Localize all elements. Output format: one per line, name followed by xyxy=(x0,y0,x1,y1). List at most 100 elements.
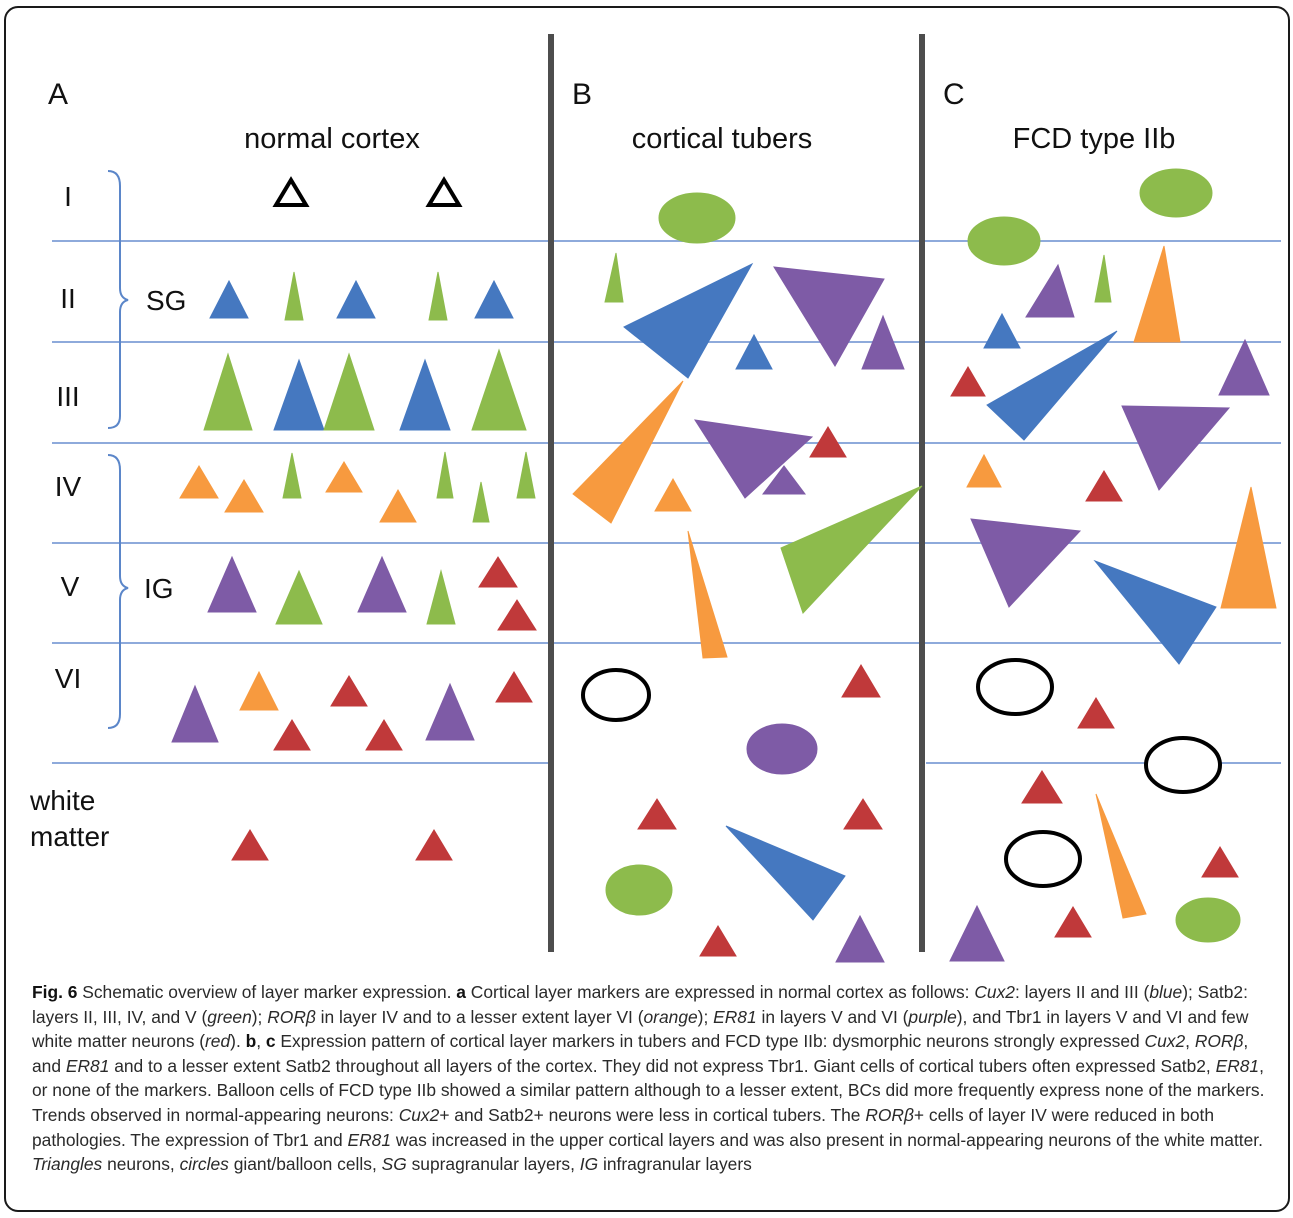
dysmorphic-neuron-cux2-triangle xyxy=(986,330,1118,441)
caption-segment: purple xyxy=(908,1006,957,1027)
caption-segment: neurons, xyxy=(102,1154,180,1175)
neuron-satb2-triangle xyxy=(428,271,448,321)
caption-segment: ER81 xyxy=(1215,1055,1260,1076)
caption-segment: ); Satb2: layers II, III, IV, and V ( xyxy=(32,982,1248,1027)
panel-a-letter: A xyxy=(48,78,68,111)
caption-segment: supragranular layers, xyxy=(406,1154,580,1175)
neuron-tbr1-triangle xyxy=(365,719,403,751)
neuron-cux2-triangle xyxy=(399,358,451,431)
caption-segment: RORβ xyxy=(865,1104,914,1125)
neuron-tbr1-triangle xyxy=(843,798,883,830)
caption-segment: blue xyxy=(1149,982,1183,1002)
neuron-satb2-triangle xyxy=(282,452,302,499)
dysmorphic-neuron-cux2-triangle xyxy=(1093,559,1217,665)
neuron-rorb-triangle xyxy=(239,670,279,711)
neuron-tbr1-triangle xyxy=(273,719,311,751)
neuron-satb2-triangle xyxy=(471,348,527,431)
white-matter-label-line2: matter xyxy=(30,821,109,852)
caption-segment: in layer IV and to a lesser extent layer… xyxy=(315,1006,644,1027)
caption-segment: + and Satb2+ neurons were less in cortic… xyxy=(439,1104,866,1125)
caption-segment: ER81 xyxy=(65,1055,110,1076)
caption-segment: a xyxy=(456,982,466,1002)
layer-label-i: I xyxy=(64,181,72,212)
neuron-satb2-triangle xyxy=(1094,254,1112,303)
caption-segment: Cux2 xyxy=(398,1104,440,1125)
panel-c-cells xyxy=(949,168,1277,962)
dysmorphic-neuron-rorb-triangle xyxy=(1095,793,1147,919)
neuron-satb2-triangle xyxy=(426,569,456,625)
balloon-cell-satb2-ellipse xyxy=(1139,168,1213,218)
caption-segment: , or none of the markers. Balloon cells … xyxy=(32,1055,1265,1125)
caption-segment: Triangles xyxy=(32,1154,103,1175)
caption-segment: red xyxy=(205,1031,231,1052)
dysmorphic-neuron-rorb-triangle xyxy=(572,380,684,524)
panel-b-title: cortical tubers xyxy=(632,123,813,155)
caption-segment: orange xyxy=(643,1006,698,1027)
neuron-er81-triangle xyxy=(207,555,257,613)
layer-marker-diagram: A normal cortex B cortical tubers C FCD … xyxy=(29,34,1281,963)
neuron-satb2-triangle xyxy=(275,569,323,625)
caption-segment: and to a lesser extent Satb2 throughout … xyxy=(109,1055,1216,1076)
neuron-unlabeled-triangle xyxy=(272,176,310,207)
giant-cell-unlabeled-ellipse xyxy=(581,668,651,722)
dysmorphic-neuron-er81-triangle xyxy=(970,518,1082,608)
neuron-satb2-triangle xyxy=(323,352,375,431)
panel-a-title: normal cortex xyxy=(244,123,420,155)
caption-segment: ); xyxy=(697,1006,714,1027)
sg-bracket xyxy=(107,170,129,429)
caption-segment: b xyxy=(245,1031,257,1052)
neuron-tbr1-triangle xyxy=(497,599,537,631)
sg-label: SG xyxy=(146,285,186,316)
caption-segment: c xyxy=(265,1031,276,1052)
dysmorphic-neuron-rorb-triangle xyxy=(687,530,728,659)
layer-label-ii: II xyxy=(60,283,76,314)
dysmorphic-neuron-cux2-triangle xyxy=(623,262,754,379)
giant-cell-satb2-ellipse xyxy=(658,192,736,244)
caption-segment: + cells of layer IV were reduced in both… xyxy=(32,1104,1215,1150)
neuron-tbr1-triangle xyxy=(495,671,533,703)
giant-cell-er81-ellipse xyxy=(746,723,818,775)
neuron-tbr1-triangle xyxy=(1054,906,1092,938)
neuron-cux2-triangle xyxy=(336,279,376,319)
neuron-er81-triangle xyxy=(425,682,475,741)
panel-dividers xyxy=(548,34,925,952)
panel-a-cells xyxy=(171,176,537,861)
neuron-tbr1-triangle xyxy=(699,925,737,957)
panel-b-cells xyxy=(572,192,923,963)
neuron-satb2-triangle xyxy=(436,451,454,499)
caption-segment: green xyxy=(207,1006,252,1027)
neuron-satb2-triangle xyxy=(472,481,490,523)
caption-segment: ), and Tbr1 in layers V and VI and few w… xyxy=(32,1006,1249,1052)
caption-segment: , xyxy=(256,1031,266,1052)
caption-segment: giant/balloon cells, xyxy=(228,1154,382,1175)
dysmorphic-neuron-cux2-triangle xyxy=(725,825,846,921)
neuron-rorb-triangle xyxy=(654,477,692,512)
balloon-cell-satb2-ellipse xyxy=(967,216,1041,266)
caption-segment: RORβ xyxy=(1194,1031,1244,1052)
caption-segment: IG xyxy=(579,1154,599,1175)
neuron-tbr1-triangle xyxy=(231,829,269,861)
balloon-cell-unlabeled-ellipse xyxy=(1144,736,1222,794)
neuron-er81-triangle xyxy=(1025,263,1075,318)
balloon-cell-unlabeled-ellipse xyxy=(976,658,1054,716)
neuron-tbr1-triangle xyxy=(950,366,986,397)
neuron-tbr1-triangle xyxy=(415,829,453,861)
dysmorphic-neuron-er81-triangle xyxy=(1121,405,1231,491)
caption-segment: Cux2 xyxy=(1144,1031,1186,1052)
panel-c-letter: C xyxy=(943,78,965,111)
neuron-tbr1-triangle xyxy=(1077,697,1115,729)
neuron-satb2-triangle xyxy=(203,352,253,431)
neuron-tbr1-triangle xyxy=(1021,770,1063,804)
caption-segment: Schematic overview of layer marker expre… xyxy=(77,982,457,1002)
layer-label-vi: VI xyxy=(55,663,81,694)
caption-segment: in layers V and VI ( xyxy=(756,1006,909,1027)
neuron-tbr1-triangle xyxy=(841,664,881,698)
caption-segment: Cortical layer markers are expressed in … xyxy=(465,982,975,1002)
caption-segment: ER81 xyxy=(713,1006,757,1027)
caption-segment: : layers II and III ( xyxy=(1014,982,1150,1002)
neuron-tbr1-triangle xyxy=(330,675,368,707)
layer-label-iv: IV xyxy=(55,471,82,502)
caption-segment: was increased in the upper cortical laye… xyxy=(391,1129,1263,1150)
dysmorphic-neuron-er81-triangle xyxy=(693,419,814,499)
caption-segment: , and xyxy=(32,1031,1249,1076)
